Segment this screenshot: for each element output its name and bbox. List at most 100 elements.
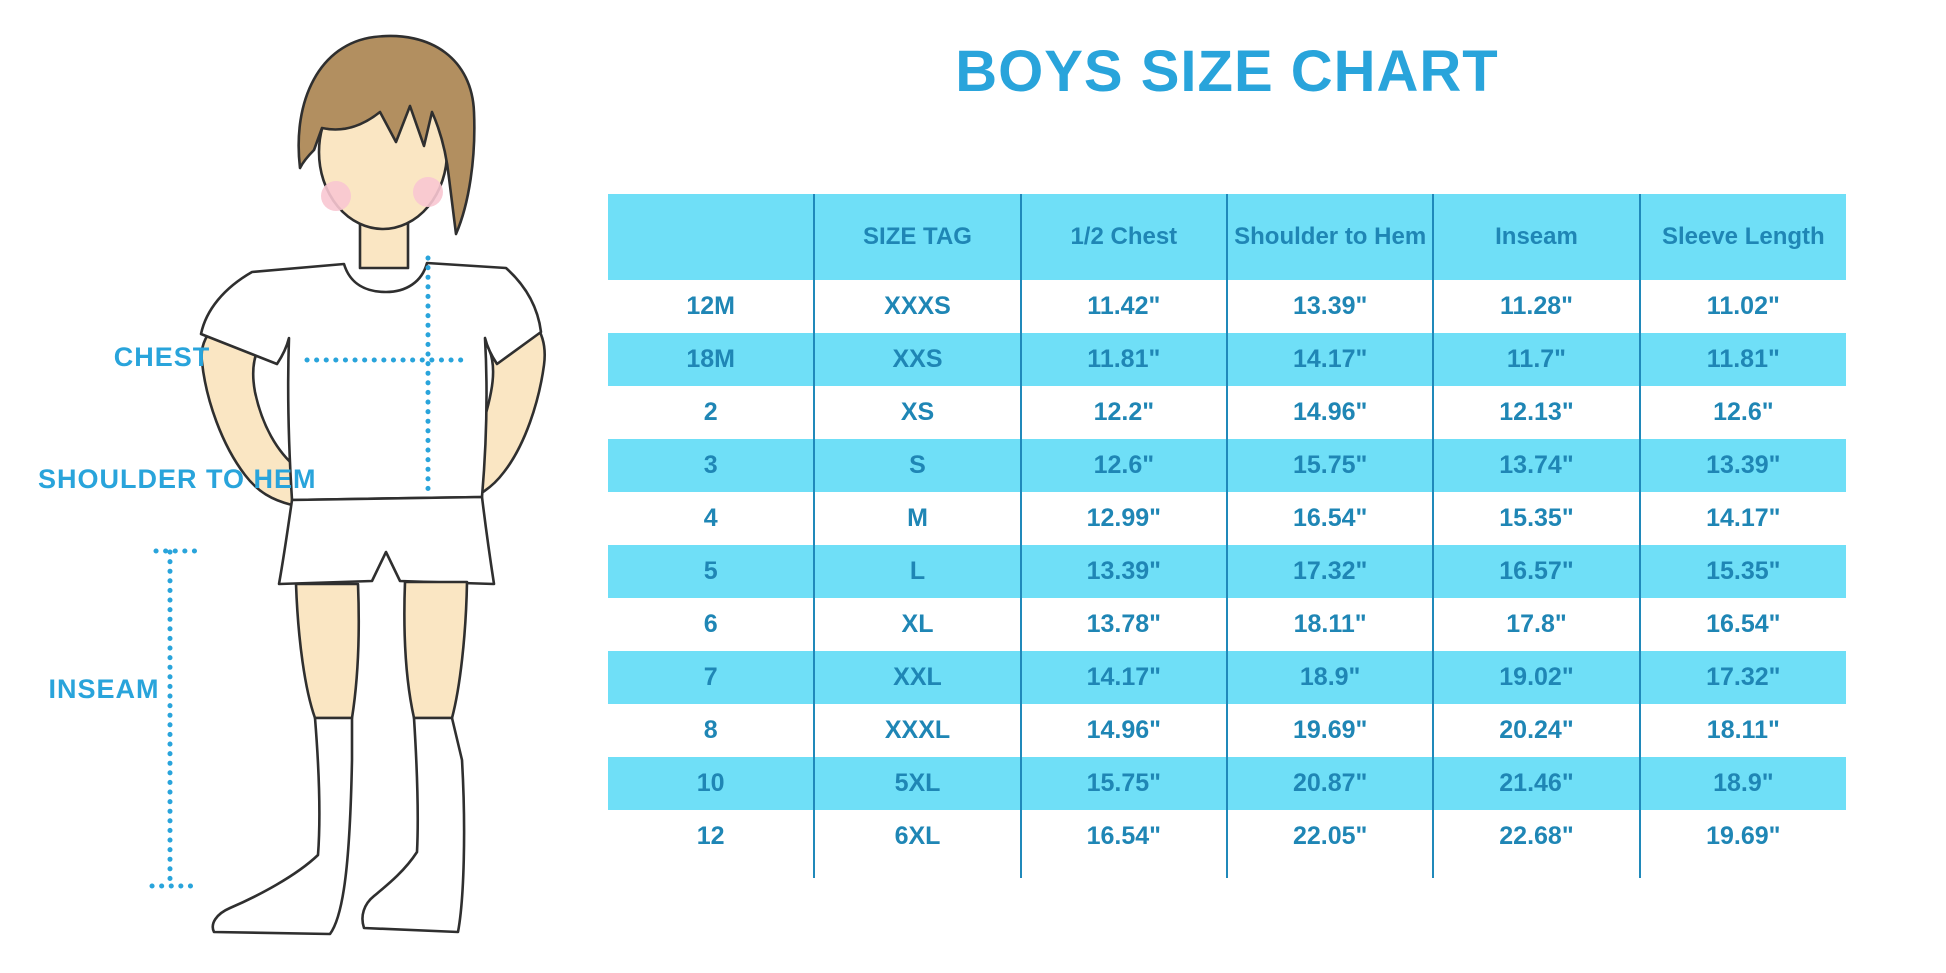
t-shirt	[199, 261, 543, 502]
spacer-cell	[608, 863, 814, 878]
table-cell: 14.17"	[1019, 651, 1227, 704]
table-row: 12 6XL 16.54" 22.05" 22.68" 19.69"	[608, 810, 1846, 863]
table-cell: 13.78"	[1019, 598, 1227, 651]
table-row: 8 XXXL 14.96" 19.69" 20.24" 18.11"	[608, 704, 1846, 757]
table-cell: 16.54"	[1019, 810, 1227, 863]
table-cell: 22.68"	[1432, 810, 1640, 863]
boy-illustration: CHEST SHOULDER TO HEM INSEAM	[38, 34, 546, 936]
size-label: 7	[608, 651, 815, 704]
table-cell: 16.57"	[1432, 545, 1640, 598]
table-row: 4 M 12.99" 16.54" 15.35" 14.17"	[608, 492, 1846, 545]
table-cell: XL	[813, 598, 1021, 651]
size-chart-table: SIZE TAG 1/2 Chest Shoulder to Hem Inseam Sl…	[608, 194, 1846, 878]
table-body: 12M XXXS 11.42" 13.39" 11.28" 11.02" 18M XXS 11.…	[608, 280, 1846, 878]
table-row: 18M XXS 11.81" 14.17" 11.7" 11.81"	[608, 333, 1846, 386]
header-row: SIZE TAG 1/2 Chest Shoulder to Hem Inseam Sl…	[608, 194, 1846, 280]
table-cell: 18.11"	[1225, 598, 1434, 651]
size-label: 18M	[608, 333, 815, 386]
table-cell: XXXS	[813, 280, 1021, 333]
table-cell: 13.74"	[1432, 439, 1640, 492]
size-label: 3	[608, 439, 815, 492]
table-row: 10 5XL 15.75" 20.87" 21.46" 18.9"	[608, 757, 1846, 810]
hair	[297, 34, 476, 236]
table-cell: M	[813, 492, 1021, 545]
table-cell: 15.75"	[1019, 757, 1227, 810]
table-cell: 16.54"	[1225, 492, 1434, 545]
inseam-label: INSEAM	[48, 674, 159, 704]
table-cell: 19.69"	[1225, 704, 1434, 757]
spacer-cell	[813, 863, 1021, 878]
table-row: 7 XXL 14.17" 18.9" 19.02" 17.32"	[608, 651, 1846, 704]
table-cell: 17.32"	[1225, 545, 1434, 598]
table-cell: 17.8"	[1432, 598, 1640, 651]
table-cell: 16.54"	[1638, 598, 1846, 651]
size-label: 12	[608, 810, 815, 863]
left-cheek	[321, 181, 351, 211]
col-header-size-tag: SIZE TAG	[813, 194, 1021, 280]
table-cell: 13.39"	[1225, 280, 1434, 333]
table-cell: 20.24"	[1432, 704, 1640, 757]
left-arm	[200, 298, 299, 507]
table-cell: 12.2"	[1019, 386, 1227, 439]
shoulder-to-hem-label: SHOULDER TO HEM	[38, 464, 317, 494]
table-cell: 20.87"	[1225, 757, 1434, 810]
table-cell: 14.17"	[1638, 492, 1846, 545]
table-cell: 15.35"	[1432, 492, 1640, 545]
page-title: BOYS SIZE CHART	[955, 39, 1499, 104]
table-cell: 11.7"	[1432, 333, 1640, 386]
table-cell: S	[813, 439, 1021, 492]
spacer-cell	[1019, 863, 1227, 878]
size-label: 4	[608, 492, 815, 545]
table-cell: 11.42"	[1019, 280, 1227, 333]
table-cell: 19.02"	[1432, 651, 1640, 704]
table-cell: 12.6"	[1638, 386, 1846, 439]
table-cell: 12.99"	[1019, 492, 1227, 545]
right-cheek	[413, 177, 443, 207]
table-cell: 19.69"	[1638, 810, 1846, 863]
table-cell: 6XL	[813, 810, 1021, 863]
table-cell: 12.6"	[1019, 439, 1227, 492]
table-cell: 18.9"	[1638, 757, 1846, 810]
table-cell: 15.35"	[1638, 545, 1846, 598]
table-cell: XS	[813, 386, 1021, 439]
grid-line-extension	[608, 863, 1846, 878]
chest-label: CHEST	[114, 342, 211, 372]
left-sock-shoe	[211, 716, 354, 936]
size-label: 10	[608, 757, 815, 810]
size-label: 6	[608, 598, 815, 651]
table-cell: XXL	[813, 651, 1021, 704]
table-cell: XXS	[813, 333, 1021, 386]
size-label: 5	[608, 545, 815, 598]
size-label: 8	[608, 704, 815, 757]
table-row: 5 L 13.39" 17.32" 16.57" 15.35"	[608, 545, 1846, 598]
table-cell: 11.02"	[1638, 280, 1846, 333]
shorts	[277, 495, 496, 586]
size-label: 2	[608, 386, 815, 439]
col-header-1-2-chest: 1/2 Chest	[1019, 194, 1227, 280]
table-cell: 14.96"	[1019, 704, 1227, 757]
table-cell: L	[813, 545, 1021, 598]
table-cell: 17.32"	[1638, 651, 1846, 704]
table-cell: 14.17"	[1225, 333, 1434, 386]
table-cell: 18.11"	[1638, 704, 1846, 757]
table-cell: 12.13"	[1432, 386, 1640, 439]
table-row: 3 S 12.6" 15.75" 13.74" 13.39"	[608, 439, 1846, 492]
table-cell: 13.39"	[1019, 545, 1227, 598]
spacer-cell	[1432, 863, 1640, 878]
table-row: 2 XS 12.2" 14.96" 12.13" 12.6"	[608, 386, 1846, 439]
right-sock-shoe	[361, 716, 466, 934]
table-cell: XXXL	[813, 704, 1021, 757]
table-cell: 21.46"	[1432, 757, 1640, 810]
table-cell: 13.39"	[1638, 439, 1846, 492]
left-leg	[294, 582, 361, 720]
table-cell: 14.96"	[1225, 386, 1434, 439]
table-header: SIZE TAG 1/2 Chest Shoulder to Hem Inseam Sl…	[608, 194, 1846, 280]
col-header-empty	[608, 194, 815, 280]
table-cell: 22.05"	[1225, 810, 1434, 863]
col-header-sleeve-length: Sleeve Length	[1638, 194, 1846, 280]
table-cell: 11.28"	[1432, 280, 1640, 333]
size-label: 12M	[608, 280, 815, 333]
spacer-cell	[1638, 863, 1846, 878]
spacer-cell	[1225, 863, 1434, 878]
